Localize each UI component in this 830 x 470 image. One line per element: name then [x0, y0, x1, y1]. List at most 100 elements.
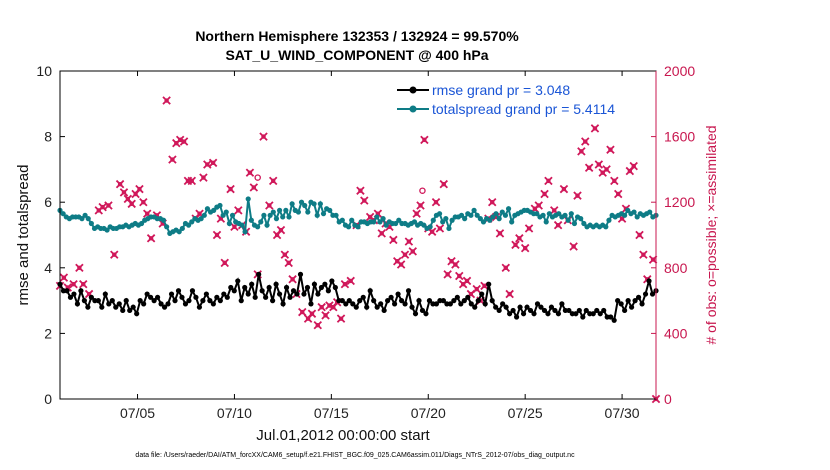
obs-assimilated-marker — [544, 176, 553, 186]
x-tick-label: 07/25 — [508, 405, 543, 421]
rmse-point — [287, 294, 293, 300]
rmse-point — [210, 301, 216, 307]
obs-assimilated-marker — [439, 179, 449, 189]
obs-assimilated-marker — [346, 276, 355, 286]
totalspread-point — [138, 220, 145, 227]
rmse-point — [440, 298, 446, 304]
rmse-point — [322, 281, 328, 287]
rmse-point — [357, 298, 363, 304]
totalspread-point — [540, 212, 546, 218]
totalspread-point — [349, 217, 355, 223]
rmse-point — [360, 294, 366, 300]
obs-assimilated-marker — [573, 191, 582, 200]
obs-assimilated-marker — [534, 201, 543, 210]
totalspread-point — [186, 222, 192, 228]
totalspread-point — [255, 224, 261, 230]
totalspread-point — [211, 207, 217, 213]
y-tick-label: 2 — [44, 325, 52, 341]
obs-assimilated-marker — [199, 173, 208, 182]
rmse-point — [99, 304, 105, 310]
rmse-point — [329, 278, 335, 284]
obs-assimilated-marker — [307, 309, 317, 318]
obs-assimilated-marker — [408, 247, 417, 256]
rmse-point — [545, 311, 551, 317]
obs-assimilated-marker — [162, 96, 171, 105]
rmse-point — [318, 284, 325, 291]
totalspread-point — [267, 212, 273, 218]
totalspread-point — [430, 217, 436, 223]
rmse-point — [196, 304, 203, 310]
obs-assimilated-marker — [515, 234, 524, 243]
rmse-point — [374, 304, 380, 310]
rmse-point — [559, 301, 565, 307]
rmse-point — [405, 288, 412, 294]
rmse-point — [127, 307, 133, 314]
obs-assimilated-marker — [435, 224, 445, 233]
legend-rmse-label: rmse grand pr = 3.048 — [432, 82, 570, 98]
rmse-point — [639, 301, 645, 307]
rmse-point — [576, 307, 582, 314]
totalspread-point — [320, 211, 327, 217]
obs-assimilated-marker — [389, 235, 398, 245]
rmse-point — [134, 311, 140, 317]
rmse-point — [297, 271, 304, 277]
totalspread-point — [440, 219, 446, 225]
rmse-point — [555, 311, 562, 317]
rmse-point — [615, 298, 621, 304]
totalspread-point — [471, 207, 477, 213]
rmse-point — [371, 298, 377, 304]
rmse-point — [611, 317, 617, 323]
obs-assimilated-marker — [396, 260, 406, 269]
rmse-point — [193, 294, 199, 300]
obs-assimilated-marker — [569, 242, 578, 251]
rmse-point — [479, 291, 485, 297]
legend-rmse-marker — [409, 86, 417, 94]
obs-assimilated-marker — [284, 258, 293, 268]
totalspread-point — [295, 209, 301, 215]
rmse-point — [475, 298, 481, 304]
rmse-point — [130, 304, 136, 310]
totalspread-point — [493, 211, 499, 217]
totalspread-point — [273, 216, 280, 222]
rmse-point — [364, 304, 370, 310]
rmse-point — [580, 314, 586, 320]
rmse-point — [378, 301, 384, 307]
rmse-point — [151, 298, 157, 304]
rmse-point — [381, 307, 387, 314]
rmse-point — [74, 301, 81, 307]
totalspread-point — [480, 219, 487, 225]
totalspread-point — [377, 219, 383, 225]
totalspread-point — [505, 206, 512, 212]
obs-assimilated-marker — [610, 176, 619, 186]
rmse-point — [189, 288, 196, 294]
obs-assimilated-marker — [443, 270, 452, 279]
rmse-point — [85, 304, 91, 310]
y-tick-label: 6 — [44, 194, 52, 210]
totalspread-point — [625, 207, 631, 213]
obs-assimilated-marker — [226, 184, 235, 194]
rmse-point — [622, 307, 628, 314]
rmse-point — [541, 307, 548, 314]
obs-assimilated-marker — [540, 189, 549, 199]
y-right-tick-label: 0 — [664, 391, 672, 407]
data-file-footer: data file: /Users/raeder/DAI/ATM_forcXX/… — [135, 452, 575, 459]
rmse-point — [88, 294, 94, 300]
rmse-point — [388, 294, 394, 300]
totalspread-point — [286, 214, 292, 220]
obs-assimilated-marker — [584, 163, 594, 172]
rmse-point — [301, 291, 307, 297]
y-right-tick-label: 1600 — [664, 129, 695, 145]
obs-assimilated-marker — [135, 184, 144, 194]
x-tick-label: 07/20 — [411, 405, 446, 421]
totalspread-point — [647, 209, 653, 215]
rmse-point — [534, 301, 541, 307]
obs-assimilated-marker — [317, 302, 326, 312]
totalspread-point — [543, 219, 549, 225]
obs-assimilated-marker — [321, 311, 330, 320]
y-axis-label-right: # of obs: o=possible; ×=assimilated — [703, 125, 719, 344]
rmse-point — [123, 298, 129, 304]
rmse-point — [454, 294, 460, 300]
y-right-tick-label: 1200 — [664, 194, 695, 210]
rmse-point — [493, 304, 499, 310]
